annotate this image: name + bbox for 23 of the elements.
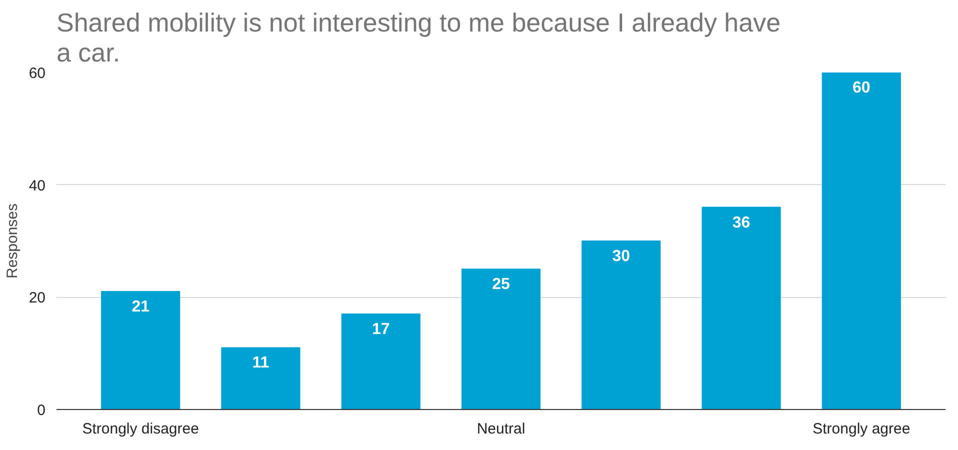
x-tick-label: Neutral bbox=[476, 420, 526, 438]
bar bbox=[582, 240, 661, 410]
y-tick-label: 0 bbox=[37, 402, 46, 419]
data-label: 11 bbox=[252, 354, 270, 372]
data-label: 36 bbox=[732, 214, 750, 232]
bar bbox=[702, 206, 781, 410]
chart-title: Shared mobility is not interesting to me because I already have a car. bbox=[56, 8, 781, 68]
y-tick-label: 40 bbox=[28, 177, 46, 194]
bar bbox=[101, 291, 180, 410]
x-tick-label: Strongly agree bbox=[812, 420, 910, 438]
data-label: 60 bbox=[852, 80, 870, 96]
data-label: 30 bbox=[612, 248, 630, 265]
x-tick-label: Strongly disagree bbox=[82, 420, 199, 438]
y-tick-label: 60 bbox=[28, 65, 46, 82]
bar bbox=[822, 72, 901, 410]
bar bbox=[341, 314, 420, 410]
y-tick-label: 20 bbox=[28, 290, 46, 307]
data-label: 25 bbox=[492, 276, 510, 294]
bar bbox=[221, 347, 300, 410]
data-label: 21 bbox=[132, 298, 150, 316]
y-axis-title: Responses bbox=[4, 203, 21, 279]
data-label: 17 bbox=[372, 321, 390, 338]
bar bbox=[461, 268, 541, 410]
